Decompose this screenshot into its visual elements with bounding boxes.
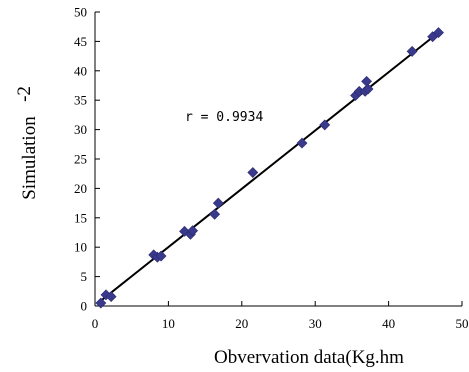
y-tick-label: 20 — [74, 181, 87, 196]
data-point — [212, 197, 224, 209]
y-tick-label: 35 — [74, 93, 87, 108]
y-tick-label: 5 — [81, 269, 88, 284]
data-point — [319, 119, 331, 131]
y-tick-label: 0 — [81, 299, 88, 314]
data-point — [105, 291, 117, 303]
y-tick-label: 25 — [74, 152, 87, 167]
x-tick-label: 20 — [235, 316, 248, 331]
x-tick-label: 30 — [309, 316, 322, 331]
y-tick-label: 40 — [74, 63, 87, 78]
y-tick-label: 30 — [74, 122, 87, 137]
x-ticks: 0 10 20 30 40 50 — [92, 301, 469, 331]
data-point — [155, 250, 167, 262]
y-ticks: 0 5 10 15 20 25 30 35 40 45 50 — [74, 5, 100, 314]
x-tick-label: 10 — [162, 316, 175, 331]
y-axis-label-fragment: -2 — [14, 86, 35, 102]
plot-area: 0 5 10 15 20 25 30 35 40 45 50 0 10 20 30 40 50 — [74, 5, 469, 332]
data-point — [361, 75, 373, 87]
fit-line — [98, 30, 441, 304]
data-points — [95, 27, 444, 309]
data-point — [362, 83, 374, 95]
y-tick-label: 15 — [74, 210, 87, 225]
x-tick-label: 0 — [92, 316, 99, 331]
x-tick-label: 40 — [382, 316, 395, 331]
y-tick-label: 10 — [74, 240, 87, 255]
data-point — [433, 27, 444, 39]
y-tick-label: 45 — [74, 34, 87, 49]
data-point — [406, 45, 418, 57]
y-axis-label: Simulation — [19, 116, 40, 200]
correlation-annotation: r = 0.9934 — [185, 110, 263, 125]
x-tick-label: 50 — [456, 316, 469, 331]
data-point — [187, 225, 199, 237]
data-point — [247, 167, 259, 178]
data-point — [209, 208, 221, 220]
y-tick-label: 50 — [74, 5, 87, 20]
data-point — [95, 297, 107, 309]
x-axis-label: Obvervation data(Kg.hm — [214, 347, 404, 368]
data-point — [296, 137, 308, 149]
